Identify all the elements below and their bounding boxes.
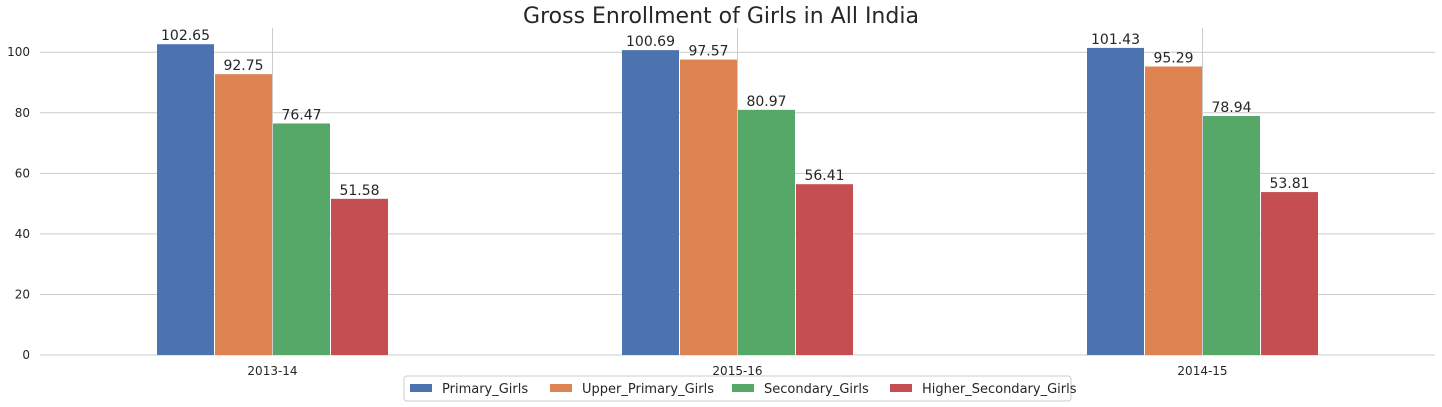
data-label: 100.69 [626, 34, 675, 50]
bar [215, 74, 272, 355]
legend-items: Primary_Girls Upper_Primary_Girls Secondar… [410, 382, 1077, 397]
legend-swatch [410, 384, 432, 392]
y-axis: 0 20 40 60 80 100 [7, 45, 30, 362]
data-label: 97.57 [688, 44, 728, 60]
data-label: 51.58 [339, 183, 379, 199]
bar [157, 44, 214, 356]
y-tick-label: 100 [7, 45, 30, 59]
data-label: 101.43 [1091, 32, 1140, 48]
y-tick-label: 80 [15, 106, 30, 120]
data-label: 80.97 [746, 94, 786, 110]
bar [331, 198, 388, 355]
bar [1261, 192, 1318, 355]
bar [1145, 66, 1202, 355]
chart-title: Gross Enrollment of Girls in All India [523, 4, 919, 29]
bars [157, 44, 1318, 356]
x-tick-label: 2014-15 [1177, 364, 1227, 378]
data-label: 53.81 [1269, 176, 1309, 192]
legend-swatch [550, 384, 572, 392]
bar [622, 50, 679, 355]
bar [1087, 47, 1144, 356]
data-label: 76.47 [281, 107, 321, 123]
legend-label: Higher_Secondary_Girls [922, 382, 1077, 397]
data-label: 56.41 [804, 168, 844, 184]
data-label: 78.94 [1211, 100, 1251, 116]
bar [680, 59, 737, 356]
legend-label: Upper_Primary_Girls [582, 382, 714, 397]
data-labels: 102.65 100.69 101.43 92.75 97.57 95.29 76.47 80… [161, 28, 1310, 199]
legend-swatch [732, 384, 754, 392]
y-tick-label: 40 [15, 227, 30, 241]
x-axis: 2013-14 2015-16 2014-15 [247, 364, 1227, 378]
legend: Primary_Girls Upper_Primary_Girls Secondar… [403, 375, 1077, 402]
bar [796, 184, 853, 355]
data-label: 102.65 [161, 28, 210, 44]
x-tick-label: 2015-16 [712, 364, 762, 378]
legend-swatch [890, 384, 912, 392]
bar [273, 123, 330, 355]
gridlines [40, 28, 1435, 356]
legend-label: Primary_Girls [442, 382, 528, 397]
bar [738, 109, 795, 355]
bar [1203, 115, 1260, 356]
x-tick-label: 2013-14 [247, 364, 297, 378]
data-label: 92.75 [223, 58, 263, 74]
data-label: 95.29 [1153, 50, 1193, 66]
legend-label: Secondary_Girls [764, 382, 869, 397]
y-tick-label: 60 [15, 166, 30, 180]
y-tick-label: 20 [15, 287, 30, 301]
y-tick-label: 0 [22, 348, 30, 362]
